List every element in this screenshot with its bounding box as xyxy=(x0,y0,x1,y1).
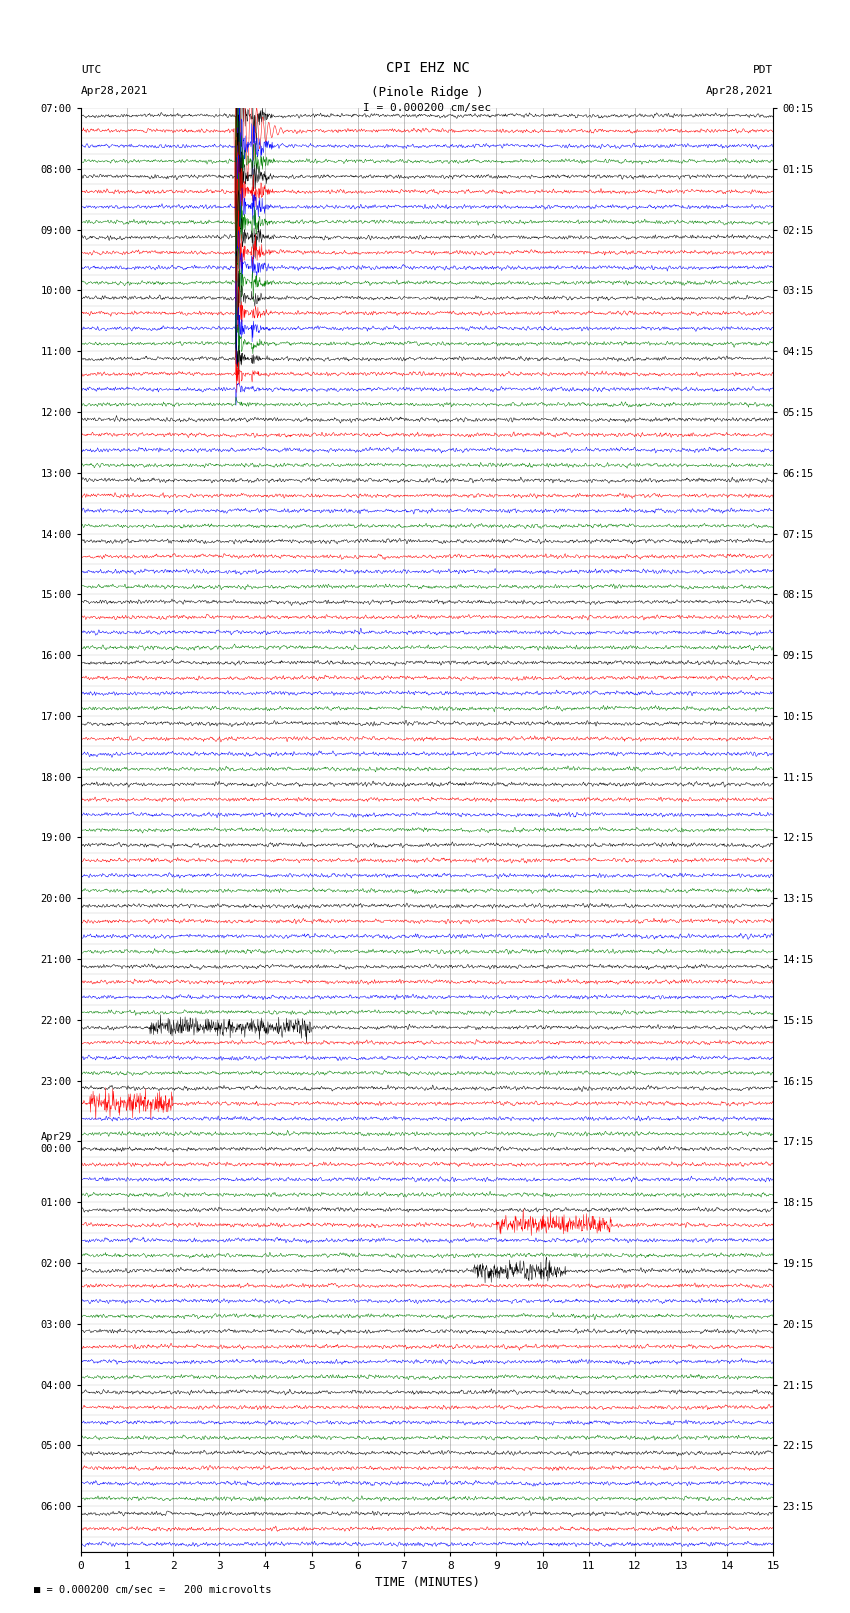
Text: Apr28,2021: Apr28,2021 xyxy=(706,85,774,97)
Text: CPI EHZ NC: CPI EHZ NC xyxy=(386,61,469,76)
X-axis label: TIME (MINUTES): TIME (MINUTES) xyxy=(375,1576,479,1589)
Text: ■ = 0.000200 cm/sec =   200 microvolts: ■ = 0.000200 cm/sec = 200 microvolts xyxy=(34,1586,271,1595)
Text: Apr28,2021: Apr28,2021 xyxy=(81,85,148,97)
Text: UTC: UTC xyxy=(81,65,101,76)
Text: I = 0.000200 cm/sec: I = 0.000200 cm/sec xyxy=(364,103,491,113)
Text: (Pinole Ridge ): (Pinole Ridge ) xyxy=(371,85,484,100)
Text: PDT: PDT xyxy=(753,65,774,76)
